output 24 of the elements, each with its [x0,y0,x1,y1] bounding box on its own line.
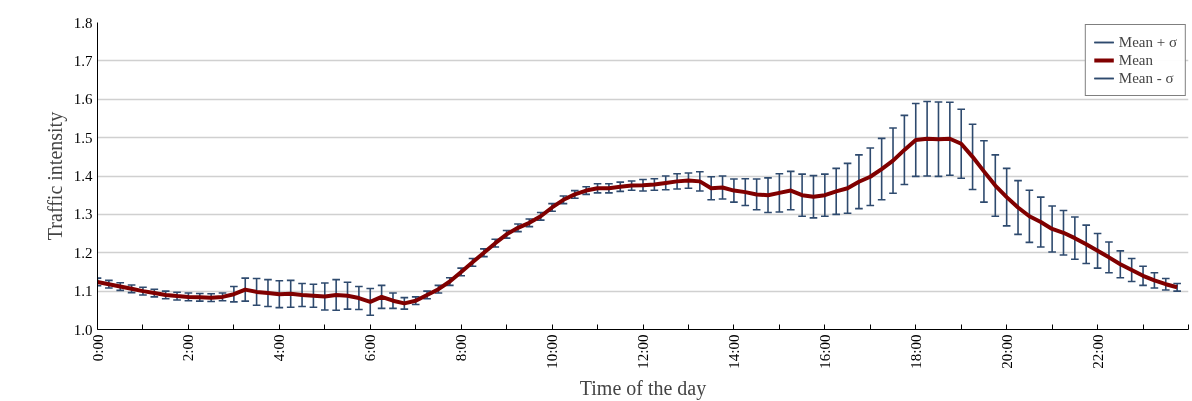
y-tick-label: 1.6 [73,91,93,108]
y-tick-label: 1.8 [73,14,93,31]
y-tick-label: 1.5 [73,129,93,146]
x-axis-title: Time of the day [579,376,707,400]
x-tick-label: 20:00 [998,334,1015,369]
annotation: Mean - σ [1118,69,1174,87]
x-tick-label: 6:00 [362,334,379,362]
y-tick-label: 1.2 [73,244,93,261]
x-tick-label: 16:00 [816,334,833,369]
x-tick-label: 18:00 [907,334,924,369]
annotation: Mean + σ [1118,33,1177,51]
y-axis-title: Traffic intensity [43,111,67,241]
x-tick-label: 12:00 [635,334,651,369]
legend-label: Mean [1118,51,1153,69]
x-tick-label: 4:00 [271,334,288,362]
y-tick-label: 1.7 [73,52,93,69]
x-tick-label: 10:00 [544,334,561,369]
x-tick-label: 14:00 [725,334,742,369]
y-tick-label: 1.3 [73,206,93,223]
y-tick-label: 1.4 [73,168,93,184]
x-tick-label: 2:00 [180,334,197,362]
x-tick-label: 8:00 [453,334,470,362]
x-tick-label: 22:00 [1089,334,1106,369]
y-tick-label: 1.1 [73,283,93,300]
